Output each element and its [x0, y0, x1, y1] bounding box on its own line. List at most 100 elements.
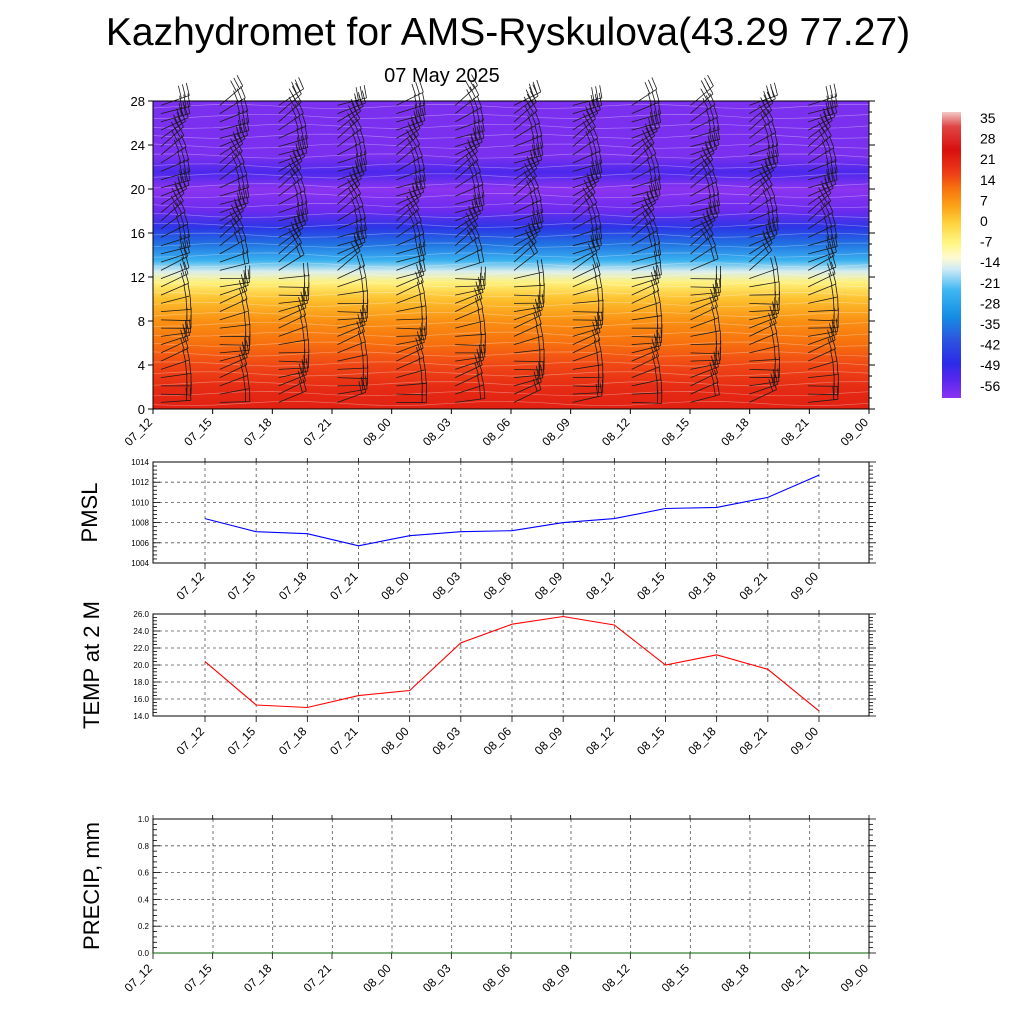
- contour-line: [152, 292, 870, 298]
- contour-line: [152, 272, 870, 278]
- wind-barb: [396, 144, 423, 172]
- wind-barb: [572, 138, 601, 164]
- x-tick-label: 07_21: [301, 415, 335, 449]
- wind-barb: [337, 117, 362, 147]
- x-tick-label: 08_06: [480, 415, 514, 449]
- wind-barb: [690, 223, 714, 255]
- wind-barb: [749, 208, 779, 230]
- wind-barb: [278, 231, 302, 263]
- wind-barb: [572, 262, 601, 288]
- x-tick-label: 08_09: [539, 415, 573, 449]
- y-tick-label: 16.0: [133, 695, 149, 704]
- wind-barb: [337, 354, 368, 370]
- x-tick-label: 08_09: [539, 961, 573, 995]
- colorbar-label: 21: [980, 151, 996, 167]
- wind-barb: [160, 200, 186, 230]
- wind-barb: [749, 221, 778, 247]
- wind-barb: [749, 311, 777, 337]
- wind-barb: [219, 298, 249, 321]
- y-tick-label: 0.2: [138, 922, 150, 931]
- wind-barb: [396, 179, 425, 205]
- wind-barb: [278, 190, 308, 213]
- wind-barb: [160, 158, 191, 181]
- contour-line: [152, 321, 870, 327]
- x-tick-label: 08_00: [378, 569, 412, 603]
- wind-barb: [807, 200, 834, 230]
- wind-barb: [454, 149, 479, 181]
- wind-barb: [572, 382, 603, 403]
- x-tick-label: 09_00: [788, 569, 822, 603]
- wind-barb: [631, 329, 662, 345]
- wind-barb: [690, 282, 720, 304]
- wind-barb: [749, 216, 779, 238]
- wind-barb: [690, 382, 720, 403]
- wind-barb: [513, 272, 545, 288]
- wind-barb: [160, 296, 192, 312]
- y-tick-label: 16: [131, 226, 145, 241]
- wind-barb: [396, 280, 425, 304]
- colorbar-label: -42: [980, 337, 1000, 353]
- wind-barb: [337, 308, 368, 329]
- wind-barb: [690, 117, 720, 139]
- wind-barb: [455, 352, 483, 378]
- wind-barb: [690, 105, 718, 131]
- y-tick-label: 0.8: [138, 842, 150, 851]
- wind-barb: [572, 274, 603, 296]
- wind-barb: [749, 281, 780, 296]
- contour-line: [152, 153, 870, 159]
- wind-barb: [631, 379, 662, 395]
- wind-barb: [337, 182, 362, 213]
- wind-barb: [572, 203, 600, 230]
- wind-barb: [749, 86, 776, 114]
- wind-barb: [278, 223, 302, 255]
- wind-barb: [396, 247, 425, 271]
- wind-barb: [513, 123, 543, 147]
- wind-barb: [396, 133, 421, 164]
- x-tick-label: 09_00: [788, 724, 822, 758]
- wind-barb: [219, 122, 248, 147]
- wind-barb: [749, 132, 779, 156]
- wind-barb: [455, 248, 485, 271]
- wind-barb: [513, 187, 542, 213]
- y-tick-label: 14.0: [133, 712, 149, 721]
- x-tick-label: 08_06: [481, 569, 515, 603]
- wind-barb: [513, 240, 538, 271]
- wind-barb: [513, 302, 542, 329]
- wind-barb: [749, 108, 774, 139]
- wind-barb: [337, 129, 365, 156]
- wind-barb: [808, 171, 837, 197]
- wind-barb: [160, 224, 190, 247]
- precip-panel: 0.0 0.2 0.4 0.6 0.8 1.0 07_12 07_15 07_18 07_21 08…: [79, 815, 876, 995]
- y-tick-label: 1006: [131, 539, 149, 548]
- wind-barb: [572, 150, 603, 172]
- wind-barb: [396, 335, 424, 362]
- wind-barb: [631, 265, 661, 288]
- wind-barb: [278, 101, 304, 131]
- wind-barb: [455, 118, 485, 139]
- x-tick-label: 07_21: [301, 961, 335, 995]
- wind-barb: [219, 311, 250, 329]
- wind-barb: [278, 144, 306, 172]
- wind-barb: [278, 178, 306, 205]
- wind-barb: [749, 346, 780, 362]
- wind-barb: [513, 209, 544, 230]
- wind-barb: [219, 323, 251, 338]
- wind-barb: [690, 360, 718, 387]
- wind-barb: [337, 151, 367, 172]
- wind-barb: [219, 345, 248, 370]
- colorbar-label: -56: [980, 378, 1000, 394]
- wind-barb: [572, 311, 603, 329]
- wind-barb: [631, 302, 662, 321]
- wind-barb: [808, 233, 838, 255]
- wind-barb: [219, 150, 245, 181]
- wind-barb: [160, 387, 192, 403]
- wind-barb: [219, 190, 249, 213]
- x-tick-label: 08_12: [599, 415, 633, 449]
- wind-barb: [513, 110, 540, 139]
- wind-barb: [572, 225, 603, 247]
- wind-barb: [278, 287, 309, 304]
- wind-barb: [749, 377, 777, 403]
- wind-barb: [455, 172, 484, 197]
- wind-barb: [572, 126, 599, 156]
- wind-barb: [160, 319, 192, 337]
